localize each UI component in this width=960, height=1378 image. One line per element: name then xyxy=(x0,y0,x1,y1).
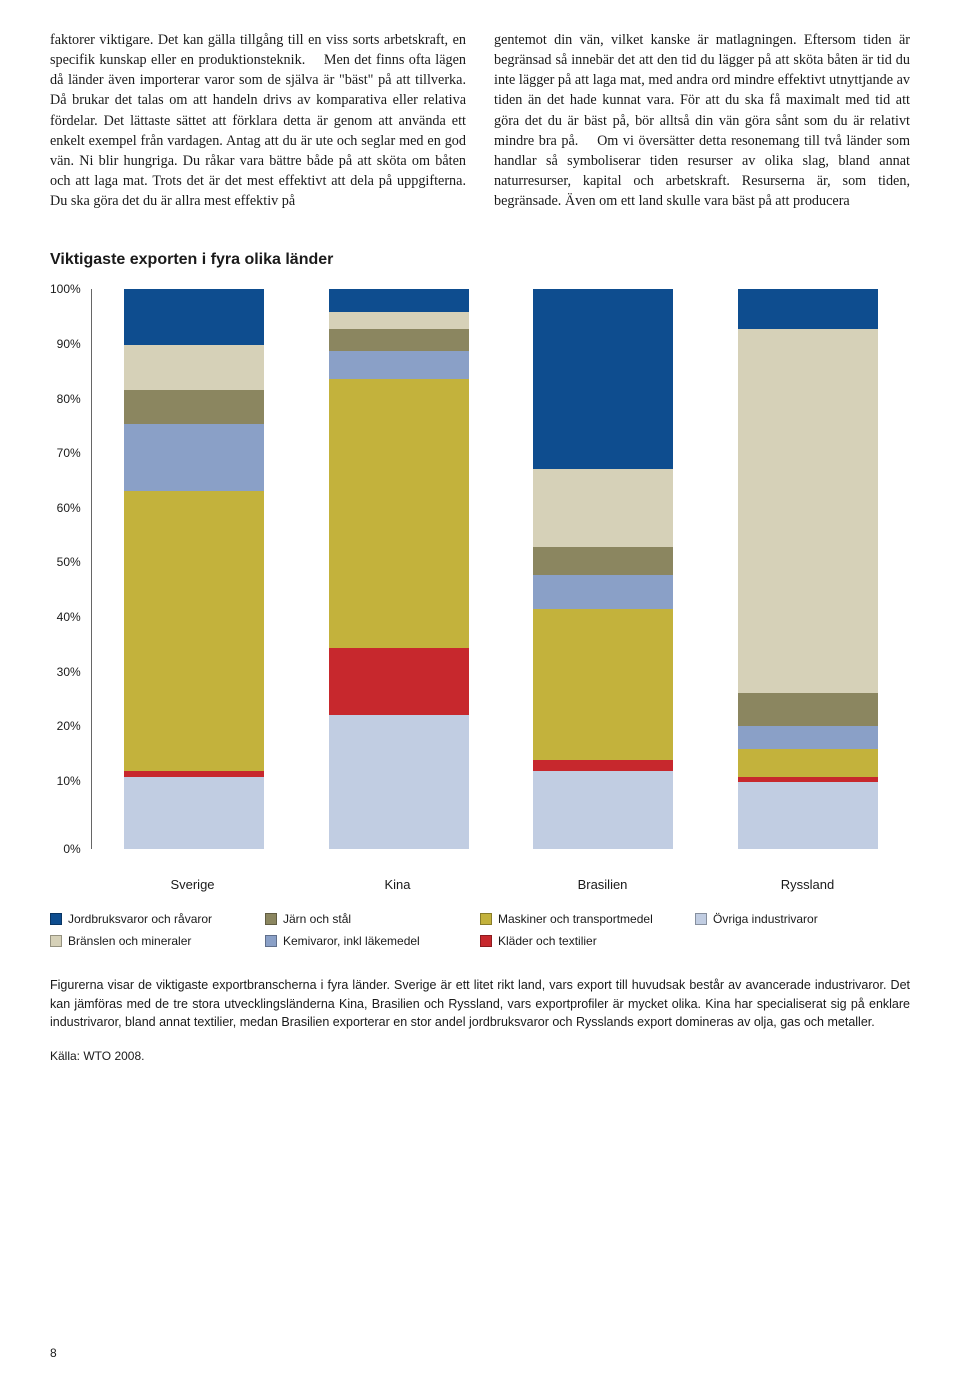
segment-klader xyxy=(533,760,673,771)
y-tick: 0% xyxy=(50,842,81,856)
body-text-columns: faktorer viktigare. Det kan gälla tillgå… xyxy=(50,30,910,211)
segment-jarn xyxy=(329,329,469,351)
segment-kemivaror xyxy=(533,575,673,609)
segment-ovriga xyxy=(329,715,469,849)
segment-kemivaror xyxy=(329,351,469,379)
bar-brasilien xyxy=(533,289,673,849)
legend-label: Järn och stål xyxy=(283,912,351,926)
column-right: gentemot din vän, vilket kanske är matla… xyxy=(494,30,910,211)
segment-ovriga xyxy=(124,777,264,850)
legend-label: Bränslen och mineraler xyxy=(68,934,191,948)
legend-item: Övriga industrivaror xyxy=(695,912,910,926)
column-left: faktorer viktigare. Det kan gälla tillgå… xyxy=(50,30,466,211)
segment-jordbruk xyxy=(738,289,878,328)
legend-label: Maskiner och transportmedel xyxy=(498,912,653,926)
segment-jarn xyxy=(124,390,264,424)
legend: Jordbruksvaror och råvaror Järn och stål M… xyxy=(50,912,910,948)
segment-maskiner xyxy=(738,749,878,777)
y-tick: 100% xyxy=(50,282,81,296)
legend-swatch xyxy=(265,913,277,925)
chart-area: 100%90%80%70%60%50%40%30%20%10%0% xyxy=(50,289,910,849)
bar-sverige xyxy=(124,289,264,849)
figure-source: Källa: WTO 2008. xyxy=(50,1049,910,1063)
legend-item: Jordbruksvaror och råvaror xyxy=(50,912,265,926)
legend-item: Maskiner och transportmedel xyxy=(480,912,695,926)
x-label: Sverige xyxy=(123,877,263,892)
x-label: Ryssland xyxy=(738,877,878,892)
stacked-bar xyxy=(329,289,469,849)
y-tick: 70% xyxy=(50,446,81,460)
figure-caption: Figurerna visar de viktigaste exportbran… xyxy=(50,976,910,1030)
y-axis: 100%90%80%70%60%50%40%30%20%10%0% xyxy=(50,289,91,849)
segment-jordbruk xyxy=(329,289,469,311)
segment-jarn xyxy=(533,547,673,575)
segment-jarn xyxy=(738,693,878,727)
legend-item: Bränslen och mineraler xyxy=(50,934,265,948)
y-tick: 20% xyxy=(50,719,81,733)
legend-swatch xyxy=(265,935,277,947)
stacked-bar xyxy=(124,289,264,849)
segment-branslen xyxy=(124,345,264,390)
legend-label: Kemivaror, inkl läkemedel xyxy=(283,934,420,948)
segment-jordbruk xyxy=(124,289,264,345)
segment-kemivaror xyxy=(124,424,264,491)
legend-item: Kemivaror, inkl läkemedel xyxy=(265,934,480,948)
bar-kina xyxy=(329,289,469,849)
segment-jordbruk xyxy=(533,289,673,468)
legend-swatch xyxy=(50,935,62,947)
x-label: Brasilien xyxy=(533,877,673,892)
segment-ovriga xyxy=(738,782,878,849)
legend-label: Jordbruksvaror och råvaror xyxy=(68,912,212,926)
legend-label: Övriga industrivaror xyxy=(713,912,818,926)
segment-kemivaror xyxy=(738,726,878,748)
y-tick: 30% xyxy=(50,665,81,679)
segment-branslen xyxy=(329,312,469,329)
page-number: 8 xyxy=(50,1346,57,1360)
plot-area xyxy=(91,289,910,849)
chart-title: Viktigaste exporten i fyra olika länder xyxy=(50,251,910,269)
y-tick: 40% xyxy=(50,610,81,624)
y-tick: 90% xyxy=(50,337,81,351)
y-tick: 50% xyxy=(50,555,81,569)
x-axis-labels: Sverige Kina Brasilien Ryssland xyxy=(90,869,910,892)
y-tick: 60% xyxy=(50,501,81,515)
segment-branslen xyxy=(738,329,878,693)
legend-swatch xyxy=(695,913,707,925)
legend-swatch xyxy=(50,913,62,925)
segment-maskiner xyxy=(124,491,264,771)
legend-item: Järn och stål xyxy=(265,912,480,926)
stacked-bar xyxy=(533,289,673,849)
legend-swatch xyxy=(480,935,492,947)
bar-ryssland xyxy=(738,289,878,849)
legend-swatch xyxy=(480,913,492,925)
segment-maskiner xyxy=(329,379,469,648)
segment-ovriga xyxy=(533,771,673,849)
x-label: Kina xyxy=(328,877,468,892)
segment-branslen xyxy=(533,469,673,547)
legend-label: Kläder och textilier xyxy=(498,934,597,948)
legend-item: Kläder och textilier xyxy=(480,934,695,948)
segment-maskiner xyxy=(533,609,673,760)
segment-klader xyxy=(329,648,469,715)
y-tick: 10% xyxy=(50,774,81,788)
stacked-bar xyxy=(738,289,878,849)
y-tick: 80% xyxy=(50,392,81,406)
